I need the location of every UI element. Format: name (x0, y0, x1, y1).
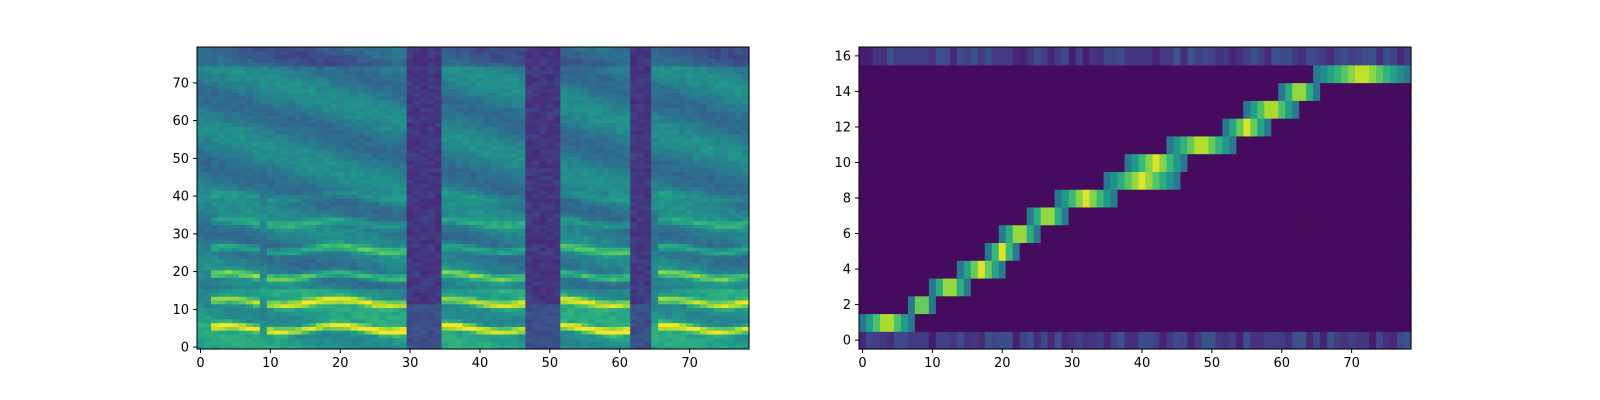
alignment-x-tick-label: 60 (1273, 356, 1290, 371)
alignment-y-tick-label: 4 (843, 263, 851, 278)
alignment-y-tick-label: 10 (834, 156, 851, 171)
alignment-plot: 0 10 20 30 40 50 60 70 0 2 4 6 8 10 12 14 16 (834, 46, 1412, 371)
alignment-y-tick-label: 12 (834, 120, 851, 135)
alignment-x-tick-label: 40 (1134, 356, 1151, 371)
mel-x-tick-label: 30 (402, 356, 419, 371)
mel-y-tick-label: 10 (172, 303, 189, 318)
mel-x-tick-label: 10 (262, 356, 279, 371)
alignment-y-tick-label: 0 (843, 334, 851, 349)
mel-x-tick-label: 70 (681, 356, 698, 371)
alignment-image (859, 47, 1412, 350)
mel-spectrogram-image (197, 47, 750, 350)
alignment-y-tick-label: 6 (843, 227, 851, 242)
mel-y-tick-label: 0 (181, 341, 189, 356)
alignment-x-tick-label: 10 (924, 356, 941, 371)
mel-spectrogram-plot: 0 10 20 30 40 50 60 70 0 10 20 30 40 50 60 70 (172, 46, 750, 371)
mel-axes-frame (196, 46, 750, 350)
alignment-x-tick-label: 20 (994, 356, 1011, 371)
mel-x-tick-label: 20 (332, 356, 349, 371)
alignment-x-tick-label: 30 (1064, 356, 1081, 371)
mel-y-tick-label: 50 (172, 152, 189, 167)
mel-y-tick-label: 30 (172, 227, 189, 242)
mel-x-tick-label: 60 (611, 356, 628, 371)
alignment-y-tick-label: 8 (843, 192, 851, 207)
alignment-y-tick-label: 2 (843, 298, 851, 313)
alignment-x-tick-label: 50 (1204, 356, 1221, 371)
mel-y-tick-label: 70 (172, 76, 189, 91)
mel-x-tick-label: 0 (196, 356, 204, 371)
alignment-x-tick-label: 0 (858, 356, 866, 371)
alignment-y-tick-label: 16 (834, 49, 851, 64)
mel-x-tick-label: 40 (472, 356, 489, 371)
mel-y-tick-label: 60 (172, 114, 189, 129)
mel-y-tick-label: 40 (172, 190, 189, 205)
alignment-y-tick-label: 14 (834, 85, 851, 100)
mel-x-tick-label: 50 (542, 356, 559, 371)
mel-y-tick-label: 20 (172, 265, 189, 280)
alignment-x-tick-label: 70 (1343, 356, 1360, 371)
